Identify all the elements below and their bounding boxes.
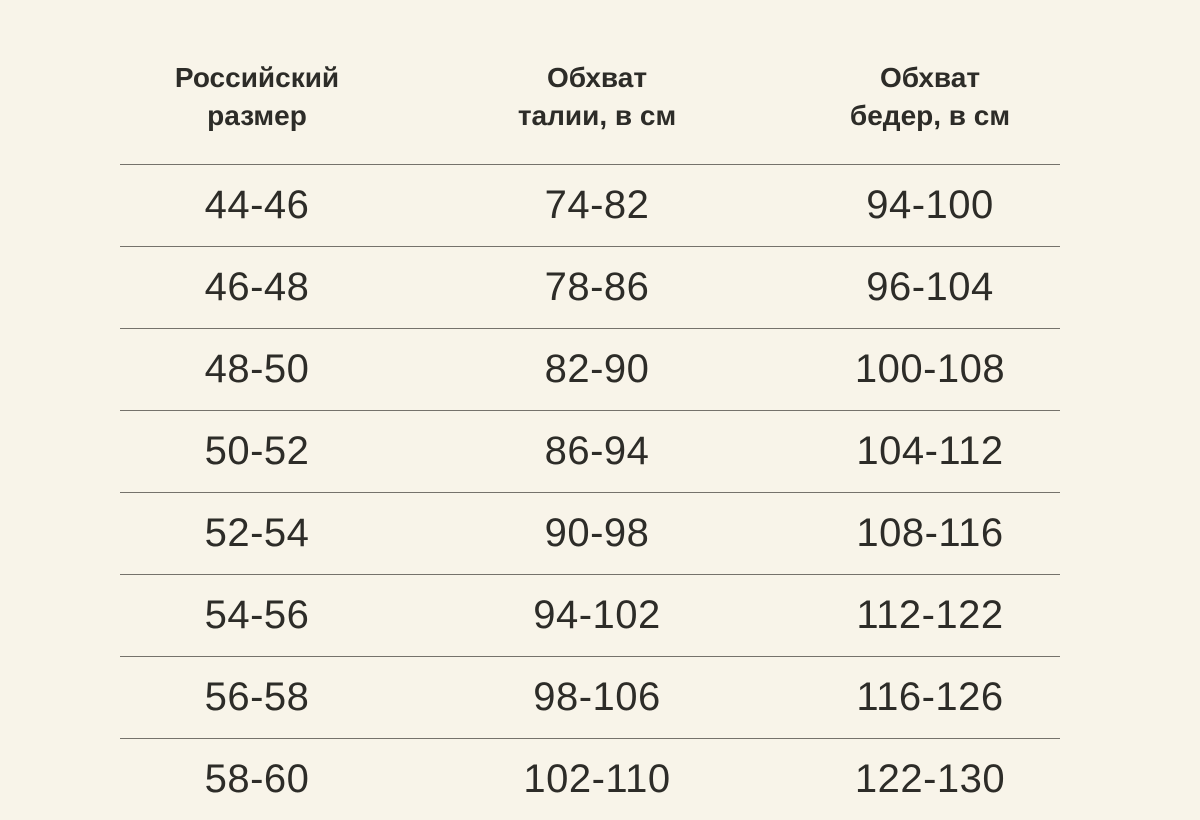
size-cell: 50-52	[204, 429, 310, 473]
table-row: 46-48 78-86 96-104	[120, 246, 1060, 328]
waist-cell: 86-94	[544, 429, 650, 473]
column-header-hips: Обхват бедер, в см	[800, 0, 1060, 164]
waist-cell: 78-86	[544, 265, 650, 309]
size-cell: 46-48	[204, 265, 310, 309]
header-line: Обхват	[546, 62, 648, 93]
waist-cell: 98-106	[533, 675, 661, 719]
size-cell: 54-56	[204, 593, 310, 637]
table-row: 58-60 102-110 122-130	[120, 738, 1060, 820]
waist-cell: 90-98	[544, 511, 650, 555]
waist-cell: 82-90	[544, 347, 650, 391]
hips-cell: 94-100	[866, 183, 994, 227]
table-row: 48-50 82-90 100-108	[120, 328, 1060, 410]
table-row: 50-52 86-94 104-112	[120, 410, 1060, 492]
size-chart-table: Российский размер Обхват талии, в см Обх…	[120, 0, 1060, 820]
hips-cell: 116-126	[856, 675, 1004, 719]
size-cell: 48-50	[204, 347, 310, 391]
hips-cell: 96-104	[866, 265, 994, 309]
table-header-row: Российский размер Обхват талии, в см Обх…	[120, 0, 1060, 164]
column-header-waist: Обхват талии, в см	[394, 0, 800, 164]
hips-cell: 100-108	[854, 347, 1006, 391]
header-line: размер	[207, 100, 307, 131]
table-row: 54-56 94-102 112-122	[120, 574, 1060, 656]
header-line: Российский	[174, 62, 340, 93]
header-line: Обхват	[879, 62, 981, 93]
waist-cell: 74-82	[544, 183, 650, 227]
header-line: бедер, в см	[849, 100, 1011, 131]
hips-cell: 122-130	[854, 757, 1006, 801]
hips-cell: 104-112	[856, 429, 1004, 473]
size-cell: 58-60	[204, 757, 310, 801]
hips-cell: 108-116	[856, 511, 1004, 555]
table-row: 56-58 98-106 116-126	[120, 656, 1060, 738]
waist-cell: 94-102	[533, 593, 661, 637]
table-row: 52-54 90-98 108-116	[120, 492, 1060, 574]
header-line: талии, в см	[517, 100, 677, 131]
waist-cell: 102-110	[523, 757, 671, 801]
table-row: 44-46 74-82 94-100	[120, 164, 1060, 246]
hips-cell: 112-122	[856, 593, 1004, 637]
size-cell: 56-58	[204, 675, 310, 719]
size-cell: 52-54	[204, 511, 310, 555]
column-header-russian-size: Российский размер	[120, 0, 394, 164]
size-cell: 44-46	[204, 183, 310, 227]
